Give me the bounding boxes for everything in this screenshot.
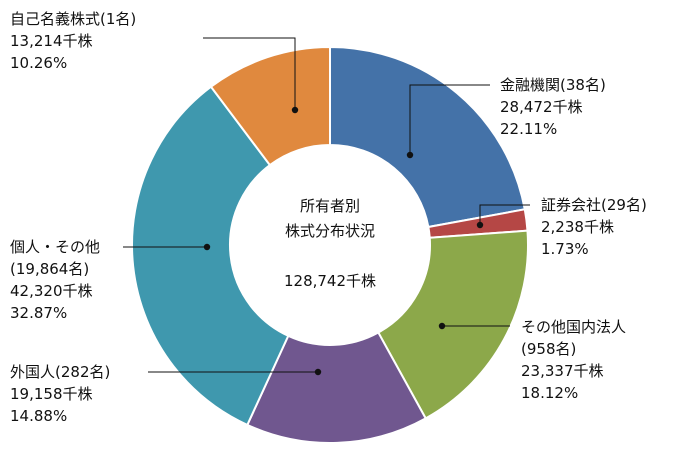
segment-label-line: 42,320千株 (10, 282, 93, 300)
segment-label-line: 外国人(282名) (10, 363, 110, 381)
segment-label-3: 外国人(282名) 19,158千株 14.88% (10, 363, 110, 425)
segment-label-line: 個人・その他 (10, 238, 100, 256)
leader-dot-1 (476, 221, 484, 229)
donut-slice-4 (131, 85, 290, 427)
segment-label-5: 自己名義株式(1名) 13,214千株 10.26% (10, 10, 136, 72)
segment-label-line: 13,214千株 (10, 32, 93, 50)
leader-line-5 (203, 37, 296, 110)
segment-label-line: 2,238千株 (541, 218, 614, 236)
donut-slices (131, 45, 529, 444)
leader-dot-2 (438, 322, 446, 330)
donut-slice-5 (209, 45, 331, 167)
segment-label-1: 証券会社(29名) 2,238千株 1.73% (541, 196, 647, 258)
segment-label-line: 32.87% (10, 304, 67, 322)
segment-label-line: (958名) (521, 340, 576, 358)
segment-label-line: その他国内法人 (521, 318, 626, 336)
leader-line-1 (479, 204, 530, 225)
segment-label-line: 22.11% (500, 120, 557, 138)
segment-label-line: 18.12% (521, 384, 578, 402)
leader-dot-5 (291, 106, 299, 114)
center-text-line-0: 所有者別 (300, 197, 360, 215)
segment-label-line: 自己名義株式(1名) (10, 10, 136, 28)
leader-dot-3 (314, 368, 322, 376)
segment-label-0: 金融機関(38名) 28,472千株 22.11% (500, 76, 606, 138)
segment-label-line: 28,472千株 (500, 98, 583, 116)
center-text-line-3: 128,742千株 (284, 272, 376, 290)
donut-slice-2 (376, 229, 529, 420)
leader-dot-0 (406, 151, 414, 159)
segment-label-line: 1.73% (541, 240, 589, 258)
segment-label-line: 金融機関(38名) (500, 76, 606, 94)
segment-label-line: 23,337千株 (521, 362, 604, 380)
segment-label-4: 個人・その他 (19,864名) 42,320千株 32.87% (10, 238, 100, 322)
leader-line-0 (409, 84, 490, 155)
segment-label-line: 証券会社(29名) (541, 196, 647, 214)
segment-label-2: その他国内法人 (958名) 23,337千株 18.12% (521, 318, 626, 402)
leader-lines (123, 37, 530, 376)
donut-slice-0 (329, 45, 526, 229)
segment-label-line: 14.88% (10, 407, 67, 425)
leader-dot-4 (203, 243, 211, 251)
segment-label-line: 10.26% (10, 54, 67, 72)
segment-label-line: (19,864名) (10, 260, 89, 278)
segment-labels: 金融機関(38名) 28,472千株 22.11% 証券会社(29名) 2,238千株 1… (10, 10, 647, 425)
center-text-line-1: 株式分布状況 (285, 222, 375, 240)
segment-label-line: 19,158千株 (10, 385, 93, 403)
